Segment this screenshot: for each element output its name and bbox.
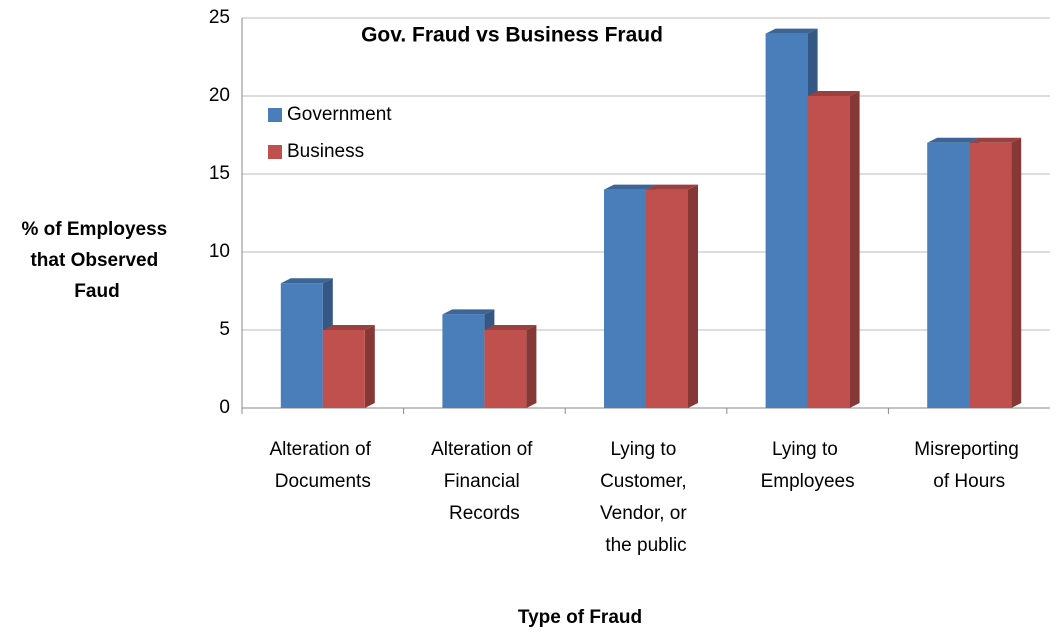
y-tick-label: 15 xyxy=(209,163,230,184)
y-tick-label: 0 xyxy=(219,397,230,418)
x-axis-title: Type of Fraud xyxy=(518,607,642,628)
x-tick-label: Alteration of Financial Records xyxy=(431,439,538,524)
x-tick-label: Lying to Customer, Vendor, or the public xyxy=(600,439,692,556)
bar-top xyxy=(484,325,537,330)
bar-side xyxy=(688,184,698,408)
bar xyxy=(280,283,323,408)
legend-swatch xyxy=(268,108,282,122)
bar xyxy=(604,189,646,408)
legend-label: Business xyxy=(287,141,364,162)
bar xyxy=(484,330,527,408)
y-tick-label: 5 xyxy=(219,319,230,340)
y-tick-label: 10 xyxy=(209,241,230,262)
bar-side xyxy=(849,91,860,408)
bar-side xyxy=(526,325,537,408)
bar-top xyxy=(927,137,980,143)
bar-top xyxy=(969,137,1022,143)
bar-side xyxy=(364,325,375,408)
legend-label: Government xyxy=(287,104,392,125)
bar-top xyxy=(807,91,860,96)
bar xyxy=(646,189,688,408)
bar-top xyxy=(280,278,333,284)
bar xyxy=(765,33,808,408)
y-tick-label: 25 xyxy=(209,7,230,28)
chart-title: Gov. Fraud vs Business Fraud xyxy=(361,24,663,47)
bar-top xyxy=(322,325,375,330)
bar-top xyxy=(646,184,698,190)
bar-side xyxy=(1011,137,1022,409)
bar-top xyxy=(765,28,818,34)
bar-top xyxy=(604,184,656,190)
y-tick-label: 20 xyxy=(209,85,230,106)
legend-swatch xyxy=(268,145,282,159)
bar xyxy=(322,330,365,408)
bar xyxy=(969,142,1012,409)
bar xyxy=(807,96,850,408)
x-tick-label: Alteration of Documents xyxy=(269,439,376,492)
x-tick-label: Misreporting of Hours xyxy=(914,439,1024,492)
bar xyxy=(927,142,970,409)
bar-top xyxy=(442,309,495,315)
x-tick-label: Lying to Employees xyxy=(761,439,855,492)
bar xyxy=(442,314,485,408)
y-axis-title: % of Employess that Observed Faud xyxy=(22,219,173,302)
